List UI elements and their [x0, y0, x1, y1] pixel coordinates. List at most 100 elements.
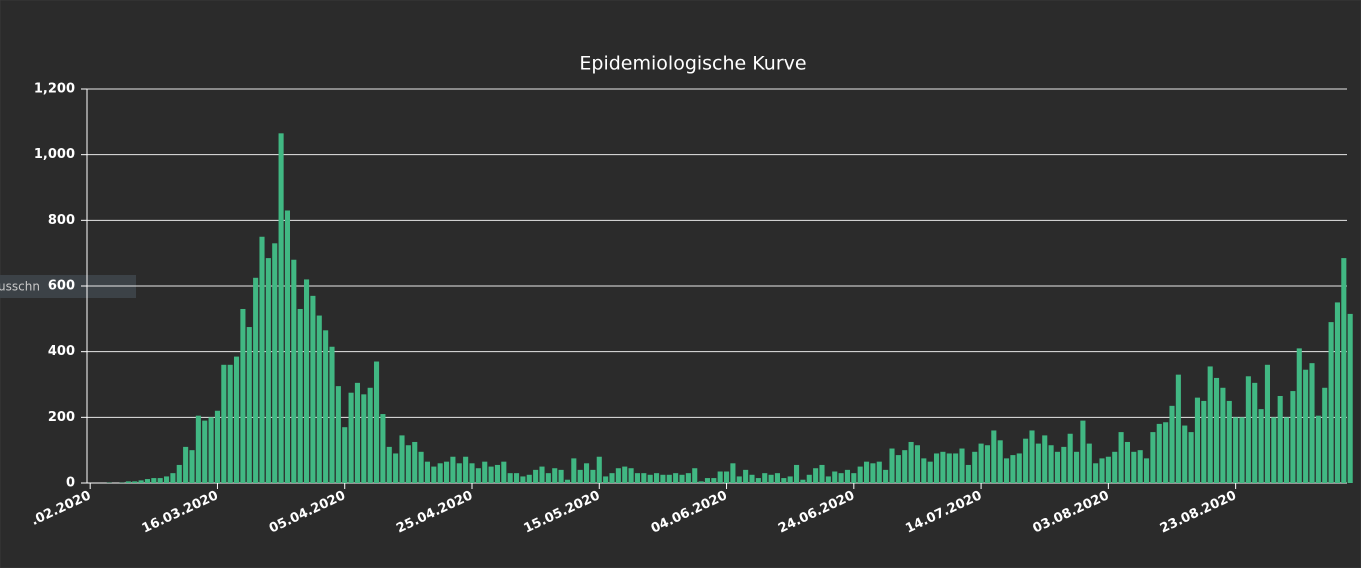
- bar: [1258, 409, 1264, 483]
- bar: [1067, 433, 1073, 483]
- bar: [310, 295, 316, 483]
- bar: [1010, 455, 1016, 483]
- bar: [539, 466, 545, 483]
- bar: [1163, 422, 1169, 483]
- bar: [1226, 400, 1232, 483]
- bar: [291, 259, 297, 483]
- bar: [164, 476, 170, 483]
- bar: [405, 445, 411, 483]
- bar: [348, 392, 354, 483]
- bar: [1175, 374, 1181, 483]
- bar: [895, 455, 901, 483]
- bar: [1271, 417, 1277, 483]
- bar: [825, 476, 831, 483]
- bar: [259, 236, 265, 483]
- bar: [1290, 391, 1296, 483]
- bar: [1334, 302, 1340, 483]
- bar: [787, 476, 793, 483]
- bar: [514, 473, 520, 483]
- bar: [151, 478, 157, 483]
- bar: [934, 453, 940, 483]
- bar: [176, 464, 182, 483]
- bar: [997, 440, 1003, 483]
- bar: [323, 330, 329, 483]
- bar: [647, 474, 653, 483]
- bar: [596, 456, 602, 483]
- bar: [1315, 415, 1321, 483]
- bar: [304, 279, 310, 483]
- bar: [832, 471, 838, 483]
- bar: [418, 451, 424, 483]
- bar: [762, 473, 768, 483]
- bar: [431, 466, 437, 483]
- bar: [1277, 395, 1283, 483]
- bar: [730, 463, 736, 483]
- bar: [1080, 420, 1086, 483]
- bar: [622, 466, 628, 483]
- bar: [240, 308, 246, 483]
- bar: [1264, 364, 1270, 483]
- bar: [978, 443, 984, 483]
- bar: [1137, 450, 1143, 483]
- bar: [1341, 258, 1347, 483]
- bar: [1156, 423, 1162, 483]
- bar: [520, 476, 526, 483]
- bar: [781, 478, 787, 483]
- bar: [412, 441, 418, 483]
- y-tick-label: 800: [48, 213, 75, 228]
- bar: [488, 466, 494, 483]
- bar: [1004, 458, 1010, 483]
- bar: [1252, 382, 1258, 483]
- bar: [813, 468, 819, 483]
- bar: [1214, 377, 1220, 483]
- bar: [450, 456, 456, 483]
- bar: [838, 473, 844, 483]
- bar: [284, 210, 290, 483]
- bar: [437, 463, 443, 483]
- bar: [1284, 417, 1290, 483]
- y-tick-label: 600: [48, 279, 75, 294]
- bar: [679, 474, 685, 483]
- bar: [851, 473, 857, 483]
- bar: [1150, 432, 1156, 483]
- bar: [666, 474, 672, 483]
- bar: [386, 446, 392, 483]
- bar: [743, 469, 749, 483]
- bar: [654, 473, 660, 483]
- bar: [367, 387, 373, 483]
- bar: [641, 473, 647, 483]
- bar: [1023, 438, 1029, 483]
- y-tick-label: 200: [48, 410, 75, 425]
- bar: [1086, 443, 1092, 483]
- bar: [953, 453, 959, 483]
- bar: [195, 415, 201, 483]
- bar: [768, 474, 774, 483]
- bar: [393, 453, 399, 483]
- bar: [991, 430, 997, 483]
- bar: [221, 364, 227, 483]
- bar: [927, 461, 933, 483]
- y-tick-label: 1,000: [34, 147, 75, 162]
- bar: [590, 469, 596, 483]
- bar: [864, 461, 870, 483]
- bar: [1048, 445, 1054, 483]
- bar: [940, 451, 946, 483]
- bar: [246, 327, 252, 483]
- bar: [1144, 458, 1150, 483]
- bar: [628, 468, 634, 483]
- bar: [361, 394, 367, 483]
- bar: [545, 473, 551, 483]
- bar: [227, 364, 233, 483]
- bar: [584, 463, 590, 483]
- bar: [170, 473, 176, 483]
- bar: [717, 471, 723, 483]
- overlay-label: usschn: [0, 280, 40, 294]
- bar: [870, 463, 876, 483]
- bar: [724, 471, 730, 483]
- bar: [1328, 322, 1334, 483]
- bar: [1105, 456, 1111, 483]
- bar: [749, 474, 755, 483]
- bar: [609, 473, 615, 483]
- bar: [183, 446, 189, 483]
- bar: [603, 476, 609, 483]
